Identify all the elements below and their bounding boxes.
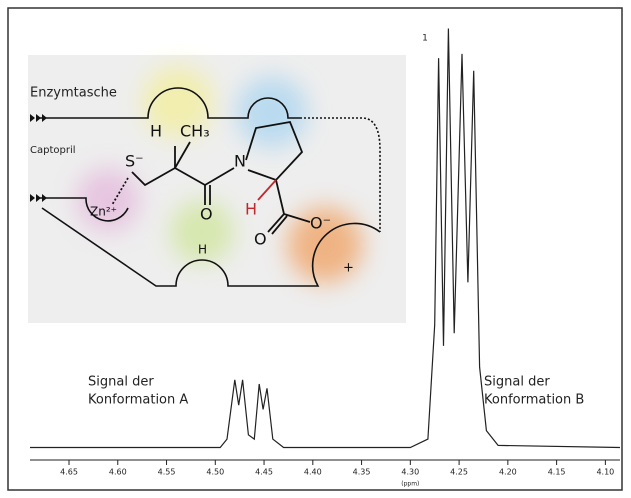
inset-label: Zn²⁺ <box>90 205 117 219</box>
inset <box>28 55 406 323</box>
inset-label: O <box>200 205 213 224</box>
x-axis-label: (ppm) <box>401 481 419 488</box>
inset-label: O <box>254 230 267 249</box>
x-tick-label: 4.25 <box>450 468 468 477</box>
annotation: Konformation B <box>484 393 584 408</box>
inset-label: S⁻ <box>125 152 144 171</box>
inset-label: H <box>150 122 162 141</box>
x-tick-label: 4.20 <box>499 468 517 477</box>
spectrum-line <box>30 28 621 449</box>
x-tick-label: 4.40 <box>304 468 322 477</box>
inset-label: H <box>245 200 257 219</box>
annotation: Signal der <box>484 375 550 390</box>
inset-label: Captopril <box>30 145 76 156</box>
x-tick-label: 4.65 <box>60 468 78 477</box>
x-tick-label: 4.15 <box>548 468 566 477</box>
inset-label: O⁻ <box>310 214 331 233</box>
inset-label: + <box>343 261 354 276</box>
annotation: Konformation A <box>88 393 188 408</box>
blobs <box>76 66 363 283</box>
arrows <box>30 114 47 202</box>
x-tick-label: 4.60 <box>109 468 127 477</box>
pocket <box>40 87 381 287</box>
inset-label: Enzymtasche <box>30 86 117 101</box>
x-tick-label: 4.45 <box>255 468 273 477</box>
bonds <box>111 120 311 235</box>
annotation: Signal der <box>88 375 154 390</box>
x-tick-label: 4.30 <box>401 468 419 477</box>
x-tick-label: 4.55 <box>158 468 176 477</box>
x-tick-label: 4.10 <box>596 468 614 477</box>
peak-label: 1 <box>422 34 428 44</box>
inset-label: H <box>198 243 207 257</box>
x-tick-label: 4.35 <box>353 468 371 477</box>
x-tick-label: 4.50 <box>206 468 224 477</box>
inset-label: N <box>234 152 246 171</box>
inset-label: CH₃ <box>180 122 210 141</box>
